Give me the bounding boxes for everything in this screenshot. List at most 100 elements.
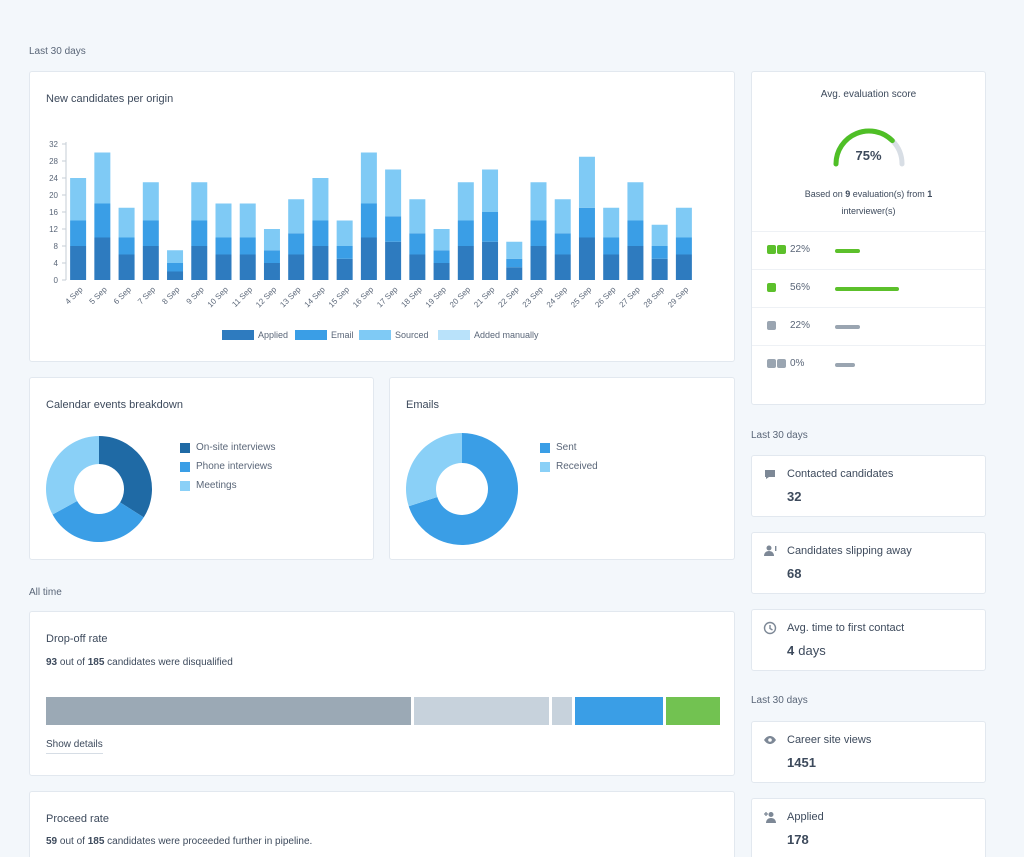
bar-segment-email[interactable] <box>482 212 499 242</box>
bar-segment-sourced[interactable] <box>603 207 620 238</box>
dropoff-segment[interactable] <box>575 697 663 725</box>
bar-segment-sourced[interactable] <box>263 229 280 251</box>
bar-segment-sourced[interactable] <box>142 182 159 221</box>
stat-card-career-views[interactable]: Career site views 1451 <box>751 721 986 783</box>
bar-segment-applied[interactable] <box>651 258 668 280</box>
stat-card-slipping[interactable]: Candidates slipping away 68 <box>751 532 986 594</box>
bar-segment-applied[interactable] <box>578 237 595 281</box>
bar-segment-sourced[interactable] <box>312 178 329 221</box>
bar-segment-sourced[interactable] <box>457 182 474 221</box>
bar-segment-applied[interactable] <box>433 263 450 280</box>
bar-segment-sourced[interactable] <box>239 203 256 238</box>
bar-segment-sourced[interactable] <box>167 250 184 263</box>
bar-segment-sourced[interactable] <box>651 224 668 246</box>
bar-segment-email[interactable] <box>215 237 232 255</box>
bar-segment-email[interactable] <box>191 220 208 247</box>
bar-segment-sourced[interactable] <box>578 156 595 208</box>
legend-item[interactable]: Meetings <box>180 480 237 491</box>
bar-segment-sourced[interactable] <box>554 199 571 234</box>
bar-segment-email[interactable] <box>578 207 595 238</box>
bar-segment-applied[interactable] <box>675 254 692 281</box>
donut-slice-sent[interactable] <box>408 433 518 545</box>
bar-segment-applied[interactable] <box>385 241 402 280</box>
bar-segment-applied[interactable] <box>409 254 426 281</box>
bar-segment-email[interactable] <box>675 237 692 255</box>
bar-segment-applied[interactable] <box>336 258 353 280</box>
bar-segment-applied[interactable] <box>191 246 208 280</box>
dropoff-segment[interactable] <box>551 697 573 725</box>
legend-label[interactable]: Added manually <box>474 330 539 340</box>
bar-segment-sourced[interactable] <box>409 199 426 234</box>
bar-segment-sourced[interactable] <box>360 152 377 204</box>
bar-segment-email[interactable] <box>312 220 329 247</box>
bar-segment-applied[interactable] <box>482 241 499 280</box>
bar-segment-sourced[interactable] <box>506 241 523 259</box>
bar-segment-sourced[interactable] <box>675 207 692 238</box>
bar-segment-sourced[interactable] <box>191 182 208 221</box>
bar-segment-email[interactable] <box>554 233 571 255</box>
bar-segment-applied[interactable] <box>94 237 111 281</box>
bar-segment-email[interactable] <box>142 220 159 247</box>
bar-segment-email[interactable] <box>506 258 523 268</box>
bar-segment-applied[interactable] <box>239 254 256 281</box>
bar-segment-sourced[interactable] <box>70 178 87 221</box>
bar-segment-email[interactable] <box>433 250 450 263</box>
bar-segment-applied[interactable] <box>360 237 377 281</box>
bar-segment-email[interactable] <box>288 233 305 255</box>
bar-segment-sourced[interactable] <box>94 152 111 204</box>
bar-segment-sourced[interactable] <box>215 203 232 238</box>
show-details-link[interactable]: Show details <box>46 739 103 754</box>
bar-segment-sourced[interactable] <box>482 169 499 213</box>
donut-slice-received[interactable] <box>406 433 462 507</box>
bar-segment-applied[interactable] <box>312 246 329 280</box>
bar-segment-email[interactable] <box>457 220 474 247</box>
donut-slice-phone-interviews[interactable] <box>52 501 144 542</box>
bar-segment-email[interactable] <box>239 237 256 255</box>
bar-segment-applied[interactable] <box>118 254 135 281</box>
legend-label[interactable]: Applied <box>258 330 288 340</box>
legend-label[interactable]: Sourced <box>395 330 429 340</box>
bar-segment-email[interactable] <box>70 220 87 247</box>
bar-segment-applied[interactable] <box>263 263 280 280</box>
bar-segment-email[interactable] <box>167 263 184 272</box>
bar-segment-applied[interactable] <box>167 271 184 281</box>
legend-item[interactable]: On-site interviews <box>180 442 275 453</box>
stat-card-applied[interactable]: Applied 178 <box>751 798 986 857</box>
dropoff-segment[interactable] <box>665 697 721 725</box>
bar-segment-email[interactable] <box>603 237 620 255</box>
donut-slice-meetings[interactable] <box>46 436 99 515</box>
donut-slice-on-site-interviews[interactable] <box>99 436 152 518</box>
bar-segment-email[interactable] <box>118 237 135 255</box>
legend-item[interactable]: Sent <box>540 442 577 453</box>
bar-segment-applied[interactable] <box>215 254 232 281</box>
legend-item[interactable]: Phone interviews <box>180 461 272 472</box>
stat-card-contacted[interactable]: Contacted candidates 32 <box>751 455 986 517</box>
bar-segment-applied[interactable] <box>142 246 159 280</box>
bar-segment-email[interactable] <box>263 250 280 263</box>
bar-segment-email[interactable] <box>530 220 547 247</box>
bar-segment-applied[interactable] <box>603 254 620 281</box>
bar-segment-email[interactable] <box>336 246 353 259</box>
dropoff-segment[interactable] <box>413 697 549 725</box>
bar-segment-applied[interactable] <box>627 246 644 280</box>
bar-segment-applied[interactable] <box>506 267 523 280</box>
bar-segment-email[interactable] <box>651 246 668 259</box>
legend-item[interactable]: Received <box>540 461 598 472</box>
bar-segment-email[interactable] <box>385 216 402 242</box>
bar-segment-applied[interactable] <box>288 254 305 281</box>
bar-segment-sourced[interactable] <box>385 169 402 217</box>
dropoff-segment[interactable] <box>46 697 411 725</box>
stat-card-first-contact[interactable]: Avg. time to first contact 4 days <box>751 609 986 671</box>
legend-label[interactable]: Email <box>331 330 354 340</box>
bar-segment-email[interactable] <box>627 220 644 247</box>
bar-segment-applied[interactable] <box>554 254 571 281</box>
bar-segment-email[interactable] <box>360 203 377 238</box>
bar-segment-applied[interactable] <box>457 246 474 280</box>
bar-segment-applied[interactable] <box>530 246 547 280</box>
bar-segment-sourced[interactable] <box>288 199 305 234</box>
bar-segment-sourced[interactable] <box>433 229 450 251</box>
bar-segment-sourced[interactable] <box>118 207 135 238</box>
bar-segment-applied[interactable] <box>70 246 87 280</box>
bar-segment-sourced[interactable] <box>336 220 353 247</box>
bar-segment-sourced[interactable] <box>530 182 547 221</box>
